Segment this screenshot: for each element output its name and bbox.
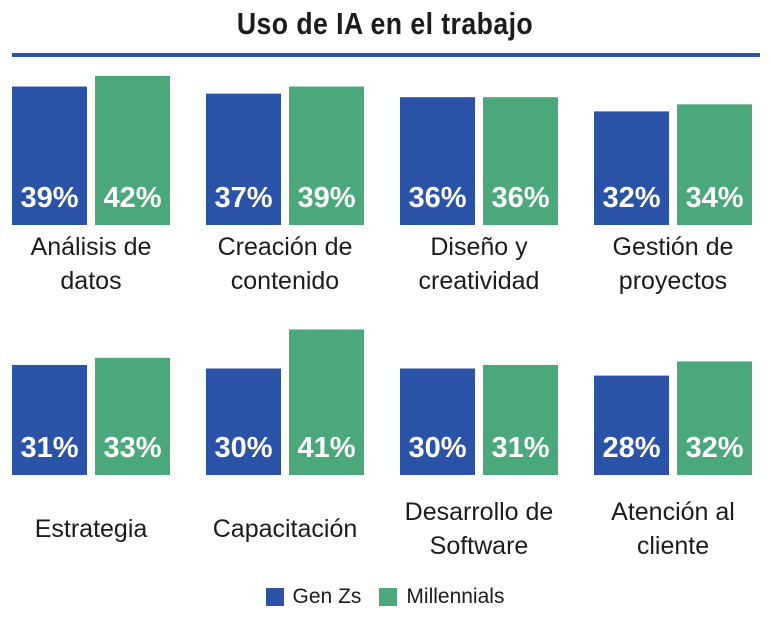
value-label-gen-zs-8: 28% bbox=[602, 432, 660, 464]
value-label-millennials-1: 42% bbox=[103, 182, 161, 214]
value-label-millennials-3: 36% bbox=[491, 182, 549, 214]
value-label-gen-zs-6: 30% bbox=[214, 432, 272, 464]
value-label-gen-zs-5: 31% bbox=[20, 432, 78, 464]
bar-gen-zs-7 bbox=[400, 368, 475, 475]
bar-gen-zs-6 bbox=[206, 368, 281, 475]
bar-gen-zs-4 bbox=[594, 111, 669, 225]
category-label-1-line-1: Análisis de bbox=[31, 233, 152, 261]
value-label-millennials-4: 34% bbox=[685, 182, 743, 214]
value-label-gen-zs-4: 32% bbox=[602, 182, 660, 214]
title-underline bbox=[12, 53, 760, 57]
bar-millennials-3 bbox=[483, 97, 558, 225]
value-label-gen-zs-1: 39% bbox=[20, 182, 78, 214]
legend-item-millennials: Millennials bbox=[379, 585, 504, 609]
category-label-3-line-1: Diseño y bbox=[430, 233, 528, 261]
bar-millennials-5 bbox=[95, 357, 170, 475]
bar-millennials-1 bbox=[95, 75, 170, 226]
bar-gen-zs-5 bbox=[12, 364, 87, 475]
value-label-millennials-8: 32% bbox=[685, 432, 743, 464]
value-label-millennials-6: 41% bbox=[297, 432, 355, 464]
value-label-millennials-2: 39% bbox=[297, 182, 355, 214]
category-label-8-line-2: cliente bbox=[637, 532, 709, 560]
legend-label-millennials: Millennials bbox=[406, 585, 505, 608]
category-label-8-line-1: Atención al bbox=[611, 498, 735, 526]
category-label-3-line-2: creatividad bbox=[419, 267, 540, 295]
category-label-6-line-1: Capacitación bbox=[213, 515, 358, 543]
bar-gen-zs-3 bbox=[400, 97, 475, 225]
category-label-2-line-2: contenido bbox=[231, 267, 339, 295]
bar-millennials-8 bbox=[677, 361, 752, 475]
category-label-4-line-2: proyectos bbox=[619, 267, 727, 295]
bar-gen-zs-8 bbox=[594, 375, 669, 475]
legend-swatch-gen-zs bbox=[265, 588, 284, 606]
value-label-millennials-5: 33% bbox=[103, 432, 161, 464]
bar-millennials-6 bbox=[289, 329, 364, 475]
legend-swatch-millennials bbox=[379, 588, 398, 606]
bar-millennials-4 bbox=[677, 104, 752, 225]
category-label-7-line-2: Software bbox=[430, 532, 529, 560]
bar-millennials-2 bbox=[289, 86, 364, 225]
value-label-gen-zs-7: 30% bbox=[408, 432, 466, 464]
value-label-gen-zs-3: 36% bbox=[408, 182, 466, 214]
chart-title: Uso de IA en el trabajo bbox=[236, 6, 534, 41]
bar-gen-zs-2 bbox=[206, 93, 281, 226]
value-label-gen-zs-2: 37% bbox=[214, 182, 272, 214]
category-label-4-line-1: Gestión de bbox=[613, 233, 734, 261]
legend-label-gen-zs: Gen Zs bbox=[292, 585, 362, 608]
bar-chart: 39% 42% Análisis de datos 37% 39% Creación de c… bbox=[12, 75, 752, 560]
category-label-7-line-1: Desarrollo de bbox=[405, 498, 554, 526]
value-label-millennials-7: 31% bbox=[491, 432, 549, 464]
category-label-2-line-1: Creación de bbox=[218, 233, 353, 261]
category-label-5-line-1: Estrategia bbox=[35, 515, 148, 543]
bar-gen-zs-1 bbox=[12, 86, 87, 225]
legend-item-gen-zs: Gen Zs bbox=[265, 585, 362, 609]
category-label-1-line-2: datos bbox=[60, 267, 121, 295]
legend: Gen Zs Millennials bbox=[0, 585, 770, 609]
bar-millennials-7 bbox=[483, 364, 558, 475]
